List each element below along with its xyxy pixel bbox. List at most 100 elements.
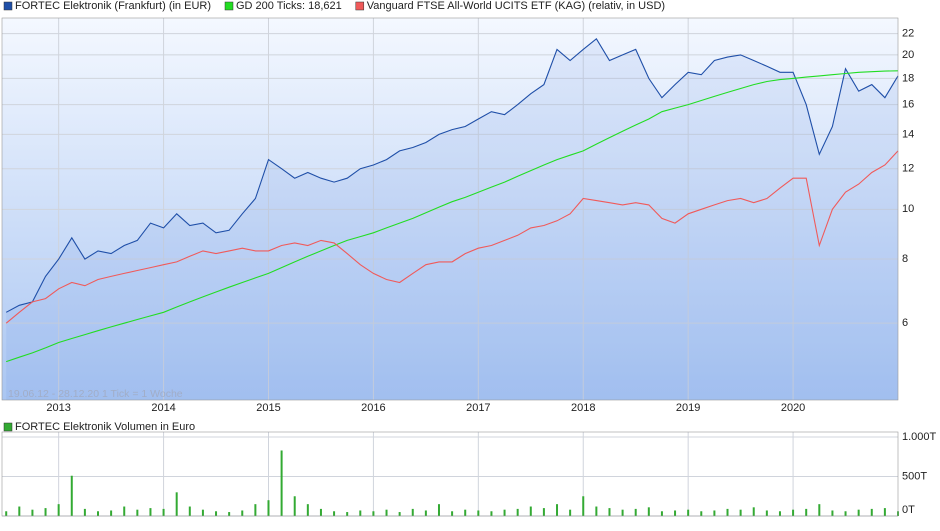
volume-bar — [136, 509, 139, 516]
x-tick-label: 2015 — [256, 402, 280, 414]
area — [6, 38, 898, 401]
volume-bar — [464, 509, 467, 516]
volume-bar — [123, 506, 126, 516]
volume-bar — [634, 508, 637, 516]
volume-bar — [674, 510, 677, 516]
legend-label: Vanguard FTSE All-World UCITS ETF (KAG) … — [367, 0, 665, 12]
volume-bar — [175, 492, 178, 516]
volume-bar — [490, 511, 493, 516]
volume-bar — [805, 508, 808, 516]
volume-bar — [411, 508, 414, 516]
legend-swatch — [3, 1, 13, 11]
volume-bar — [83, 508, 86, 516]
line-series — [5, 37, 899, 313]
volume-bar — [608, 508, 611, 516]
volume-bar — [542, 508, 545, 516]
volume-bar — [582, 496, 585, 516]
volume-bar — [818, 504, 821, 516]
volume-bar — [569, 509, 572, 516]
annotation: 19.06.12 - 28.12.20 1 Tick = 1 Woche — [8, 388, 183, 400]
volume-bar — [765, 510, 768, 516]
volume-bar — [280, 450, 283, 516]
y-tick-label: 16 — [902, 99, 914, 111]
legend-label: GD 200 Ticks: 18,621 — [236, 0, 342, 12]
x-tick-label: 2014 — [151, 402, 175, 414]
volume-bar — [70, 475, 73, 516]
y-tick-label: 18 — [902, 72, 914, 84]
volume-bar — [228, 512, 231, 516]
volume-bar — [831, 510, 834, 516]
volume-bar — [660, 511, 663, 516]
volume-bar — [57, 504, 60, 516]
x-tick-label: 2019 — [676, 402, 700, 414]
volume-bar — [844, 511, 847, 516]
x-tick-label: 2013 — [46, 402, 70, 414]
volume-bar — [18, 506, 21, 516]
volume-bar — [503, 509, 506, 516]
volume-bar — [752, 507, 755, 516]
volume-bar — [424, 510, 427, 516]
plot-frame — [1, 17, 899, 401]
volume-bar — [857, 509, 860, 516]
volume-bar — [700, 511, 703, 516]
volume-bar — [477, 510, 480, 516]
volume-bar — [162, 508, 165, 516]
volume-bar — [188, 506, 191, 516]
x-tick-label: 2017 — [466, 402, 490, 414]
plot-frame — [1, 431, 899, 517]
volume-bar — [215, 511, 218, 516]
volume-bar — [97, 511, 99, 516]
x-tick-label: 2020 — [781, 402, 805, 414]
volume-bar — [346, 512, 349, 516]
volume-bar — [437, 504, 440, 516]
volume-bar — [306, 504, 309, 516]
y-tick-label: 1.000T — [902, 431, 937, 443]
volume-bar — [621, 509, 624, 516]
volume-bar — [778, 511, 781, 516]
volume-bar — [870, 508, 873, 516]
volume-bar — [359, 510, 362, 516]
y-tick-label: 22 — [902, 28, 914, 40]
volume-bar — [385, 509, 388, 516]
volume-bar — [254, 504, 257, 516]
volume-bar — [451, 511, 454, 516]
volume-bar — [5, 511, 8, 516]
volume-bar — [687, 509, 690, 516]
y-tick-label: 12 — [902, 163, 914, 175]
volume-bar — [110, 510, 113, 516]
volume-bar — [726, 508, 729, 516]
volume-bar — [647, 507, 650, 516]
legend-label: FORTEC Elektronik (Frankfurt) (in EUR) — [15, 0, 211, 12]
volume-bar — [241, 510, 244, 516]
volume-bar — [319, 508, 322, 516]
volume-bar — [31, 509, 34, 516]
volume-bar — [201, 509, 204, 516]
legend-swatch — [3, 422, 13, 432]
line-series — [6, 70, 899, 363]
y-tick-label: 14 — [902, 128, 914, 140]
volume-bar — [529, 506, 532, 516]
volume-bar — [333, 511, 336, 516]
y-tick-label: 20 — [902, 49, 914, 61]
volume-bar — [44, 508, 47, 516]
y-tick-label: 500T — [902, 470, 927, 482]
volume-bar — [516, 508, 519, 516]
volume-bar — [556, 504, 559, 516]
volume-bar — [713, 510, 716, 516]
legend-label: FORTEC Elektronik Volumen in Euro — [15, 421, 195, 433]
y-tick-label: 6 — [902, 317, 908, 329]
volume-bar — [372, 511, 375, 516]
volume-bar — [883, 508, 886, 516]
line-series — [5, 150, 899, 324]
volume-bar — [739, 509, 742, 516]
y-tick-label: 10 — [902, 203, 914, 215]
volume-bar — [267, 500, 270, 516]
x-tick-label: 2018 — [571, 402, 595, 414]
y-tick-label: 0T — [902, 504, 915, 516]
legend-swatch — [355, 1, 365, 11]
volume-bar — [149, 508, 152, 516]
volume-bar — [293, 496, 296, 516]
volume-bar — [398, 512, 401, 516]
